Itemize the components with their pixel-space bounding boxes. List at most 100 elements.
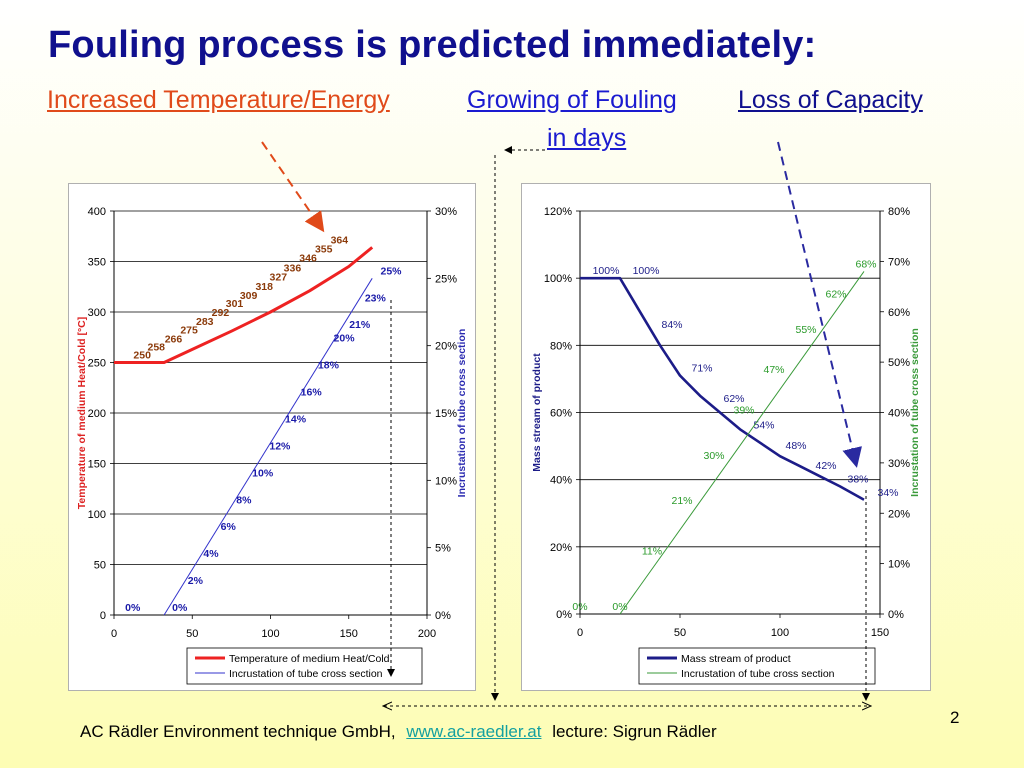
chart1-series-1-data-label: 0% <box>172 602 188 614</box>
chart2-series-0-data-label: 38% <box>847 473 868 485</box>
chart2-y2tick-label: 70% <box>888 256 910 268</box>
chart2-series-1-line <box>619 271 865 615</box>
chart1-xtick-label: 100 <box>261 628 279 640</box>
chart2-series-0-data-label: 54% <box>753 420 774 432</box>
chart1-ytick-label: 200 <box>88 408 106 420</box>
subtitle-growing-of-fouling[interactable]: Growing of Fouling <box>467 86 677 114</box>
chart2-series-1-data-label: 0% <box>572 601 587 613</box>
chart2-series-0-line <box>580 276 865 501</box>
chart1-series-1-data-label: 2% <box>188 575 204 587</box>
chart2-series-1-data-label: 0% <box>612 601 627 613</box>
chart2-svg: 0% 20% 40% 60% 80% 100% 120% 0% 10% 20% 30% 40% 50% 6… <box>531 206 921 685</box>
chart1-series-0-data-label: 327 <box>270 272 288 284</box>
subtitle-increased-temperature[interactable]: Increased Temperature/Energy <box>47 86 390 114</box>
chart2-series-1-data-label: 68% <box>855 258 876 270</box>
chart2-ytick-label: 80% <box>550 340 572 352</box>
chart2-series-0-data-label: 34% <box>877 487 898 499</box>
chart1-xtick-label: 0 <box>111 628 117 640</box>
chart2-series-0-data-label: 42% <box>815 460 836 472</box>
chart1-series-1-data-label: 10% <box>252 467 274 479</box>
chart1-y2tick-label: 25% <box>435 273 457 285</box>
chart1-xtick-label: 150 <box>340 628 358 640</box>
chart2-xtick-label: 100 <box>771 627 789 639</box>
chart2-xtick-label: 0 <box>577 627 583 639</box>
slide-title: Fouling process is predicted immediately… <box>48 24 817 66</box>
chart2-series-1-data-label: 62% <box>825 289 846 301</box>
chart1-series-1-data-label: 23% <box>365 292 387 304</box>
chart1-series-1-data-label: 25% <box>380 265 402 277</box>
chart2-series-0-data-label: 84% <box>661 319 682 331</box>
chart2-series-1-data-label: 39% <box>733 405 754 417</box>
chart1-ytick-label: 400 <box>88 206 106 218</box>
chart1-svg: 0 50 100 150 200 250 300 350 400 0% 5% 10% 15% 20% 25%… <box>76 206 468 685</box>
chart1-y2-axis-title: Incrustation of tube cross section <box>456 329 468 498</box>
chart2-legend-label: Mass stream of product <box>681 653 791 665</box>
chart1-ytick-label: 50 <box>94 560 106 572</box>
temperature-incrustation-chart: 0 50 100 150 200 250 300 350 400 0% 5% 10% 15% 20% 25%… <box>68 183 476 691</box>
chart1-y2tick-label: 30% <box>435 206 457 218</box>
chart1-legend-label: Temperature of medium Heat/Cold <box>229 653 390 665</box>
chart1-y-axis-title: Temperature of medium Heat/Cold [°C] <box>76 317 88 509</box>
chart2-series-1-data-label: 11% <box>642 546 662 558</box>
chart2-xtick-label: 150 <box>871 627 889 639</box>
chart1-series-0-data-label: 250 <box>133 350 151 362</box>
chart2-series-1-data-label: 55% <box>795 324 816 336</box>
chart1-ytick-label: 300 <box>88 307 106 319</box>
chart2-legend-box <box>638 647 876 685</box>
chart1-series-0-line <box>114 246 374 364</box>
mass-stream-incrustation-chart: 0% 20% 40% 60% 80% 100% 120% 0% 10% 20% 30% 40% 50% 6… <box>521 183 931 691</box>
chart1-series-1-data-label: 18% <box>318 360 340 372</box>
chart2-series-0-data-label: 100% <box>593 265 620 277</box>
chart2-y2tick-label: 10% <box>888 559 910 571</box>
footer-lecture: lecture: Sigrun Rädler <box>552 722 717 741</box>
chart2-ytick-label: 20% <box>550 542 572 554</box>
chart1-xtick-label: 50 <box>186 628 198 640</box>
chart1-series-1-data-label: 20% <box>334 333 356 345</box>
chart1-ytick-label: 100 <box>88 509 106 521</box>
chart2-series-0-data-label: 62% <box>723 393 744 405</box>
chart2-ytick-label: 100% <box>544 273 572 285</box>
subtitle-loss-of-capacity[interactable]: Loss of Capacity <box>738 86 923 114</box>
chart1-series-0-data-label: 318 <box>255 281 273 293</box>
footer: AC Rädler Environment technique GmbH, ww… <box>80 722 717 742</box>
chart1-ytick-label: 350 <box>88 257 106 269</box>
chart1-series-0-data-label: 292 <box>212 307 230 319</box>
chart2-legend-label: Incrustation of tube cross section <box>681 668 835 680</box>
chart2-ytick-label: 0% <box>556 609 572 621</box>
chart1-series-1-data-label: 12% <box>269 440 291 452</box>
chart1-series-1-data-label: 8% <box>236 494 252 506</box>
page-number: 2 <box>950 708 960 727</box>
chart1-series-1-data-label: 14% <box>285 413 307 425</box>
chart1-series-1-data-label: 6% <box>221 521 237 533</box>
chart1-series-0-data-label: 283 <box>196 316 214 328</box>
chart1-series-0-data-label: 336 <box>284 263 302 275</box>
chart1-series-0-data-label: 275 <box>180 324 198 336</box>
chart2-y2-axis-title: Incrustation of tube cross section <box>909 328 921 497</box>
chart1-series-1-data-label: 21% <box>349 319 371 331</box>
chart2-y-axis-title: Mass stream of product <box>531 353 543 472</box>
chart1-series-0-data-label: 355 <box>315 243 333 255</box>
chart1-y2tick-label: 0% <box>435 610 451 622</box>
chart1-y2tick-label: 5% <box>435 543 451 555</box>
chart2-series-0-data-label: 71% <box>691 363 712 375</box>
subtitle-in-days[interactable]: in days <box>547 124 627 152</box>
chart1-xtick-label: 200 <box>418 628 436 640</box>
chart2-series-0-data-label: 100% <box>633 265 660 277</box>
footer-company: AC Rädler Environment technique GmbH, <box>80 722 396 741</box>
chart2-y2tick-label: 30% <box>888 458 910 470</box>
chart1-series-0-data-label: 309 <box>240 290 258 302</box>
chart1-series-0-data-label: 364 <box>331 234 349 246</box>
chart2-y2tick-label: 80% <box>888 206 910 218</box>
chart1-ytick-label: 150 <box>88 459 106 471</box>
chart2-series-0-data-label: 48% <box>785 440 806 452</box>
chart1-series-1-data-label: 0% <box>125 602 141 614</box>
chart2-y2tick-label: 40% <box>888 408 910 420</box>
chart1-series-0-data-label: 346 <box>299 253 317 265</box>
footer-website-link[interactable]: www.ac-raedler.at <box>406 722 542 741</box>
chart1-ytick-label: 0 <box>100 610 106 622</box>
chart2-y2tick-label: 50% <box>888 357 910 369</box>
chart1-y2tick-label: 15% <box>435 408 457 420</box>
chart1-series-1-line <box>163 278 373 616</box>
chart1-ytick-label: 250 <box>88 358 106 370</box>
chart1-y2tick-label: 10% <box>435 475 457 487</box>
